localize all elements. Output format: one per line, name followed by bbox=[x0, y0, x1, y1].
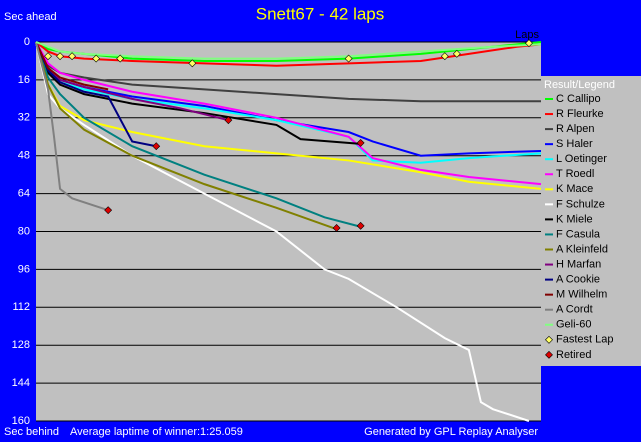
x-label: Laps bbox=[515, 29, 539, 41]
y-tick-label: 16 bbox=[18, 74, 30, 86]
marker bbox=[344, 54, 353, 63]
footer-left: Average laptime of winner:1:25.059 bbox=[70, 426, 243, 438]
legend-label: R Alpen bbox=[556, 123, 595, 135]
series-line bbox=[35, 41, 542, 60]
legend-label: K Mace bbox=[556, 183, 593, 195]
y-tick-label: 144 bbox=[12, 377, 30, 389]
y-tick-label: 96 bbox=[18, 263, 30, 275]
y-tick-label: 112 bbox=[12, 301, 30, 313]
marker bbox=[44, 52, 52, 61]
marker bbox=[356, 138, 365, 147]
y-tick-label: 64 bbox=[18, 188, 30, 200]
legend-label: T Roedl bbox=[556, 168, 594, 180]
legend-label: A Kleinfeld bbox=[556, 243, 608, 255]
legend-marker bbox=[545, 350, 553, 359]
legend-label: M Wilhelm bbox=[556, 289, 607, 301]
series-line bbox=[35, 41, 530, 422]
y-tick-label: 160 bbox=[12, 415, 30, 427]
series-line bbox=[35, 41, 361, 145]
series-line bbox=[35, 41, 109, 212]
legend-title: Result/Legend bbox=[544, 79, 615, 91]
marker bbox=[525, 39, 533, 48]
series-line bbox=[35, 41, 157, 148]
marker bbox=[224, 116, 233, 125]
marker bbox=[116, 54, 125, 63]
series-line bbox=[35, 41, 542, 186]
series-line bbox=[35, 41, 337, 231]
y-tick-label: 128 bbox=[12, 339, 30, 351]
marker bbox=[68, 52, 76, 61]
chart-title: Snett67 - 42 laps bbox=[256, 4, 385, 23]
legend-label: C Callipo bbox=[556, 93, 601, 105]
marker bbox=[452, 49, 461, 58]
marker bbox=[356, 221, 365, 230]
marker bbox=[188, 59, 197, 68]
y-tick-label: 48 bbox=[18, 150, 30, 162]
marker bbox=[104, 206, 113, 215]
legend-label: H Marfan bbox=[556, 258, 601, 270]
series-line bbox=[35, 41, 109, 91]
y-tick-label: 32 bbox=[18, 112, 30, 124]
legend-label: L Oetinger bbox=[556, 153, 607, 165]
legend-label: A Cordt bbox=[556, 304, 593, 316]
marker bbox=[56, 52, 64, 61]
legend-label: R Fleurke bbox=[556, 108, 604, 120]
legend-box bbox=[541, 76, 641, 366]
legend-marker bbox=[545, 335, 553, 344]
legend-label: F Casula bbox=[556, 228, 601, 240]
legend-label: Geli-60 bbox=[556, 319, 591, 331]
y-tick-label: 80 bbox=[18, 225, 30, 237]
legend-label: Retired bbox=[556, 349, 591, 361]
legend-label: K Miele bbox=[556, 213, 593, 225]
y-label-top: Sec ahead bbox=[4, 11, 57, 23]
legend-label: Fastest Lap bbox=[556, 334, 613, 346]
marker bbox=[332, 224, 341, 232]
marker bbox=[152, 142, 161, 151]
y-label-bottom: Sec behind bbox=[4, 426, 59, 438]
marker bbox=[440, 52, 449, 61]
legend-label: S Haler bbox=[556, 138, 593, 150]
marker bbox=[92, 54, 101, 63]
footer-right: Generated by GPL Replay Analyser bbox=[364, 426, 538, 438]
legend-label: F Schulze bbox=[556, 198, 605, 210]
legend-label: A Cookie bbox=[556, 274, 600, 286]
y-tick-label: 0 bbox=[24, 36, 30, 48]
series-line bbox=[35, 41, 361, 228]
